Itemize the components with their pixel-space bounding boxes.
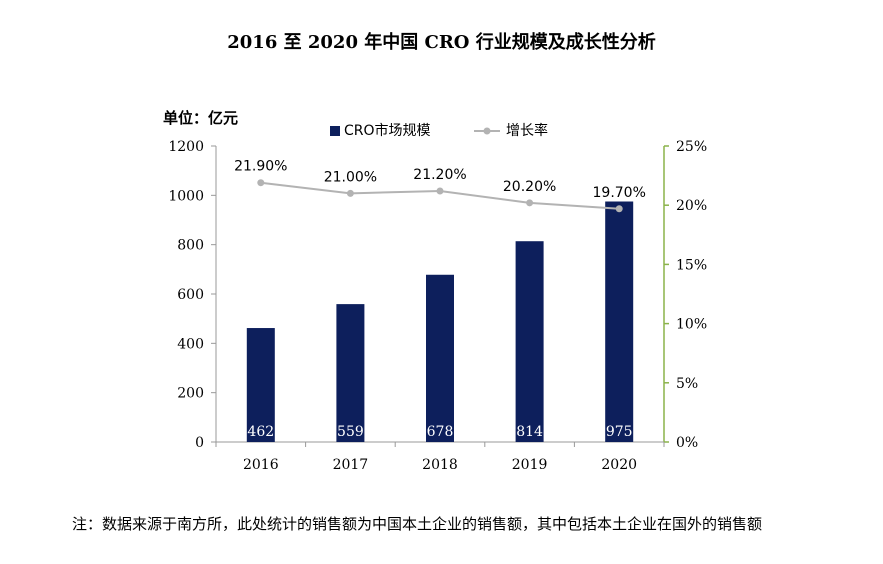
- line-point: [346, 189, 354, 197]
- line-series: 21.90% 21.00% 21.20% 20.20% 19.70%: [234, 159, 646, 213]
- unit-label: 单位：亿元: [163, 109, 239, 127]
- bar-data-label: 678: [427, 424, 454, 440]
- left-axis-tick-label: 600: [177, 287, 204, 303]
- chart-axes: 0 200 400 600 800 1000 1200 0% 5% 10% 15% 20% 25% 201…: [168, 139, 707, 473]
- legend-line-marker: [483, 127, 491, 135]
- bar-data-label: 559: [337, 424, 364, 440]
- combo-chart: 0 200 400 600 800 1000 1200 0% 5% 10% 15% 20% 25% 201…: [168, 122, 707, 473]
- x-axis-tick-label: 2016: [243, 457, 279, 473]
- x-axis-tick-label: 2018: [422, 457, 458, 473]
- line-point: [526, 199, 534, 207]
- right-axis-tick-label: 15%: [676, 257, 707, 273]
- line-point: [436, 187, 444, 195]
- chart-legend: CRO市场规模 增长率: [330, 122, 548, 139]
- x-axis-tick-label: 2017: [333, 457, 369, 473]
- legend-bar-swatch: [330, 126, 340, 136]
- bar: [605, 201, 634, 442]
- bar-data-label: 462: [247, 424, 274, 440]
- line-data-label: 21.90%: [234, 159, 287, 175]
- line-data-label: 21.20%: [413, 167, 466, 183]
- line-data-label: 19.70%: [593, 185, 646, 201]
- left-axis-tick-label: 0: [195, 435, 204, 451]
- right-axis-tick-label: 5%: [676, 376, 698, 392]
- bar-data-label: 814: [516, 424, 543, 440]
- left-axis-tick-label: 1200: [168, 139, 204, 155]
- line-data-label: 20.20%: [503, 179, 556, 195]
- right-axis-tick-label: 10%: [676, 317, 707, 333]
- line-point: [257, 179, 265, 187]
- left-axis-tick-label: 1000: [168, 188, 204, 204]
- x-axis-tick-label: 2019: [512, 457, 548, 473]
- footnote: 注：数据来源于南方所，此处统计的销售额为中国本土企业的销售额，其中包括本土企业在…: [72, 515, 763, 533]
- x-axis-tick-label: 2020: [601, 457, 637, 473]
- bar: [246, 328, 275, 442]
- line-data-label: 21.00%: [324, 169, 377, 185]
- bar: [426, 274, 454, 442]
- chart-title: 2016 至 2020 年中国 CRO 行业规模及成长性分析: [227, 32, 656, 53]
- right-axis-tick-label: 25%: [676, 139, 707, 155]
- bar: [515, 241, 544, 442]
- bar-series: 462 559 678 814 975: [246, 201, 634, 442]
- left-axis-tick-label: 200: [177, 386, 204, 402]
- left-axis-tick-label: 800: [177, 238, 204, 254]
- growth-line: [260, 181, 620, 210]
- right-axis-tick-label: 0%: [676, 435, 698, 451]
- right-axis-tick-label: 20%: [676, 198, 707, 214]
- legend-bar-label: CRO市场规模: [344, 122, 431, 139]
- line-point: [615, 205, 623, 213]
- bar: [336, 304, 365, 442]
- bar-data-label: 975: [606, 424, 633, 440]
- legend-line-label: 增长率: [506, 122, 548, 139]
- left-axis-tick-label: 400: [177, 336, 204, 352]
